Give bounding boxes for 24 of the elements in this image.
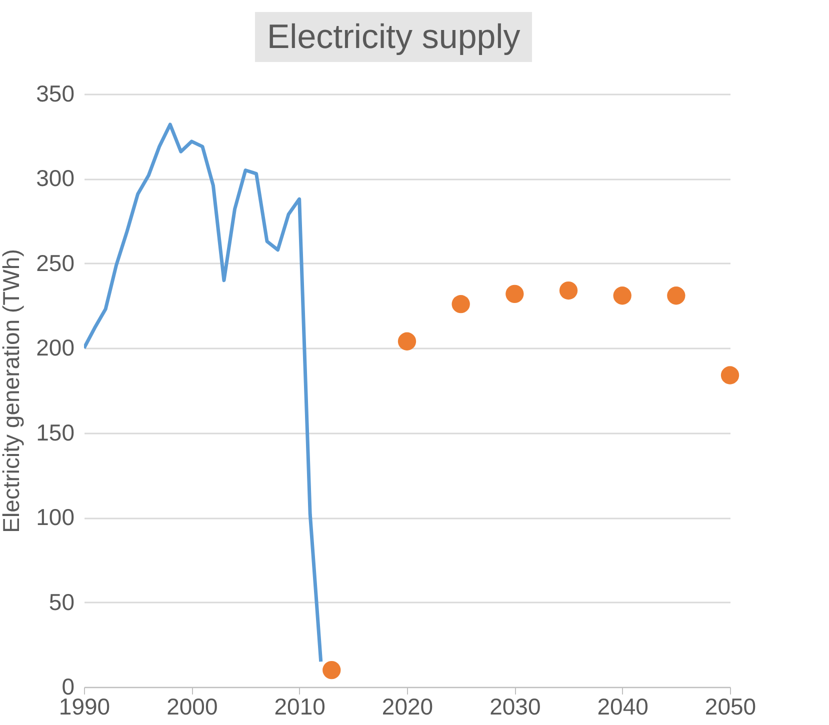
point — [322, 660, 341, 680]
y-tick-label: 100 — [36, 504, 74, 530]
chart-title: Electricity supply — [255, 12, 532, 62]
x-tick-label: 2040 — [597, 694, 648, 720]
y-tick-label: 150 — [36, 419, 74, 446]
point — [398, 332, 416, 350]
y-tick-label: 350 — [36, 80, 74, 106]
point — [559, 281, 578, 300]
x-tick-label: 2030 — [490, 694, 541, 720]
line-series — [84, 122, 323, 664]
x-tick-label: 2000 — [166, 694, 218, 720]
y-tick-label: 200 — [36, 334, 74, 361]
y-tick-label: 300 — [36, 165, 74, 192]
x-tick-label: 2010 — [274, 694, 326, 720]
y-tick-label: 250 — [36, 250, 74, 276]
y-axis-title: Electricity generation (TWh) — [0, 249, 24, 533]
point — [720, 366, 740, 384]
point — [506, 284, 524, 303]
y-tick-label: 50 — [48, 588, 74, 615]
point — [667, 286, 686, 305]
x-tick-label: 2020 — [382, 694, 434, 720]
x-tick-label: 2050 — [704, 694, 756, 720]
point — [613, 286, 632, 305]
point — [452, 295, 470, 314]
